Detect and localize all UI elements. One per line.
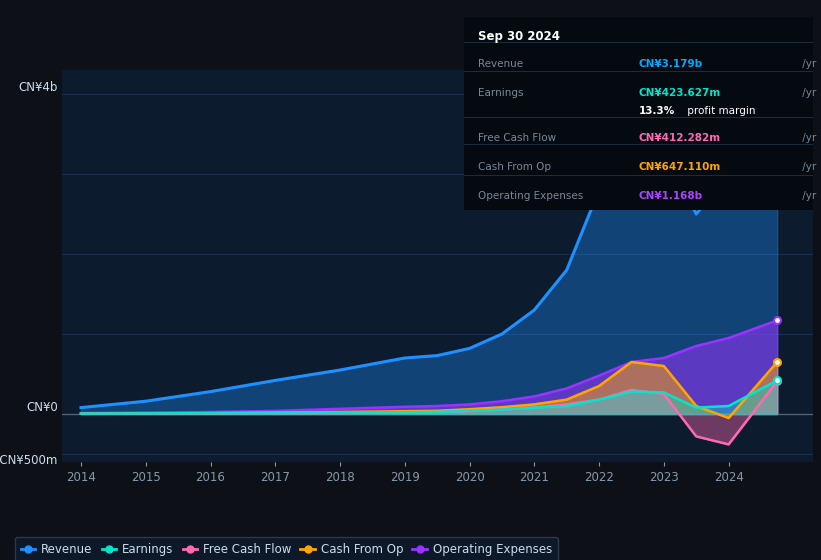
Text: /yr: /yr — [799, 133, 816, 143]
Text: Operating Expenses: Operating Expenses — [478, 190, 583, 200]
Text: profit margin: profit margin — [684, 106, 755, 116]
Text: CN¥423.627m: CN¥423.627m — [639, 88, 721, 99]
Text: CN¥1.168b: CN¥1.168b — [639, 190, 703, 200]
Legend: Revenue, Earnings, Free Cash Flow, Cash From Op, Operating Expenses: Revenue, Earnings, Free Cash Flow, Cash … — [15, 537, 557, 560]
Text: CN¥3.179b: CN¥3.179b — [639, 59, 703, 69]
Text: /yr: /yr — [799, 162, 816, 172]
Text: CN¥412.282m: CN¥412.282m — [639, 133, 721, 143]
Text: CN¥4b: CN¥4b — [18, 81, 57, 94]
Text: /yr: /yr — [799, 88, 816, 99]
Text: 13.3%: 13.3% — [639, 106, 675, 116]
Text: Revenue: Revenue — [478, 59, 523, 69]
Text: /yr: /yr — [799, 59, 816, 69]
Text: /yr: /yr — [799, 190, 816, 200]
Text: Free Cash Flow: Free Cash Flow — [478, 133, 556, 143]
Text: Cash From Op: Cash From Op — [478, 162, 551, 172]
Text: CN¥647.110m: CN¥647.110m — [639, 162, 721, 172]
Text: Sep 30 2024: Sep 30 2024 — [478, 30, 560, 43]
Text: -CN¥500m: -CN¥500m — [0, 454, 57, 467]
Text: Earnings: Earnings — [478, 88, 523, 99]
Text: CN¥0: CN¥0 — [26, 401, 57, 414]
